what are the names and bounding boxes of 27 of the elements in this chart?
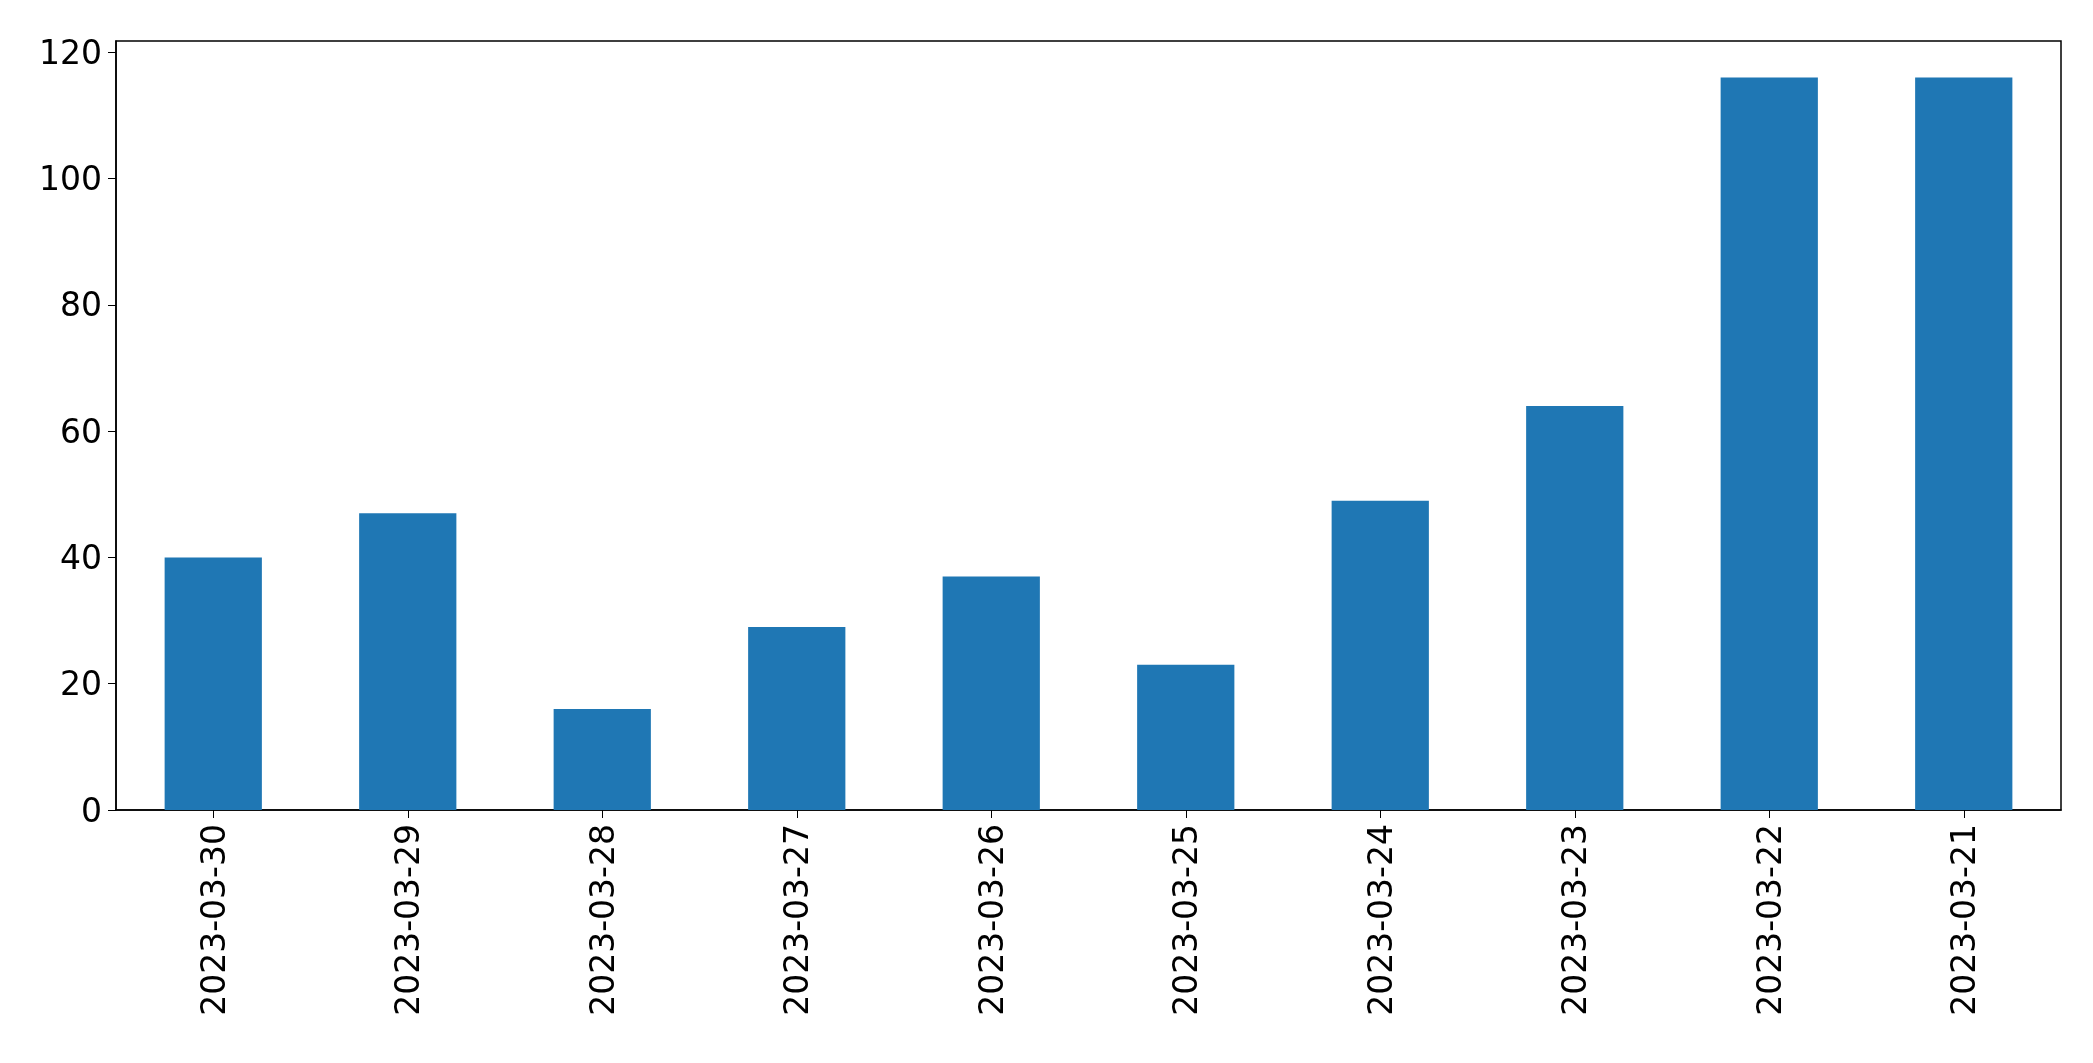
y-tick-label: 100	[39, 159, 102, 199]
y-tick-label: 0	[81, 790, 102, 830]
y-tick-label: 80	[60, 285, 102, 325]
x-tick-label: 2023-03-24	[1360, 824, 1400, 1016]
bar	[1137, 664, 1235, 810]
x-tick-label: 2023-03-25	[1166, 824, 1206, 1016]
bar	[748, 626, 846, 810]
x-tick-label: 2023-03-27	[777, 824, 817, 1016]
y-tick-label: 20	[60, 664, 102, 704]
x-tick-label: 2023-03-22	[1749, 824, 1789, 1016]
bar	[1915, 77, 2013, 810]
x-tick-label: 2023-03-26	[971, 824, 1011, 1016]
x-tick-label: 2023-03-28	[582, 824, 622, 1016]
y-tick-label: 60	[60, 411, 102, 451]
x-tick-label: 2023-03-30	[193, 824, 233, 1016]
bar	[1720, 77, 1818, 810]
x-tick-label: 2023-03-21	[1944, 824, 1984, 1016]
bar	[553, 708, 651, 810]
y-tick-label: 120	[39, 32, 102, 72]
bar	[1331, 500, 1429, 810]
x-tick-label: 2023-03-23	[1555, 824, 1595, 1016]
bar	[359, 513, 457, 810]
bar	[942, 576, 1040, 810]
y-tick-label: 40	[60, 537, 102, 577]
bar	[1526, 405, 1624, 810]
bar	[164, 557, 262, 810]
x-tick-label: 2023-03-29	[388, 824, 428, 1016]
